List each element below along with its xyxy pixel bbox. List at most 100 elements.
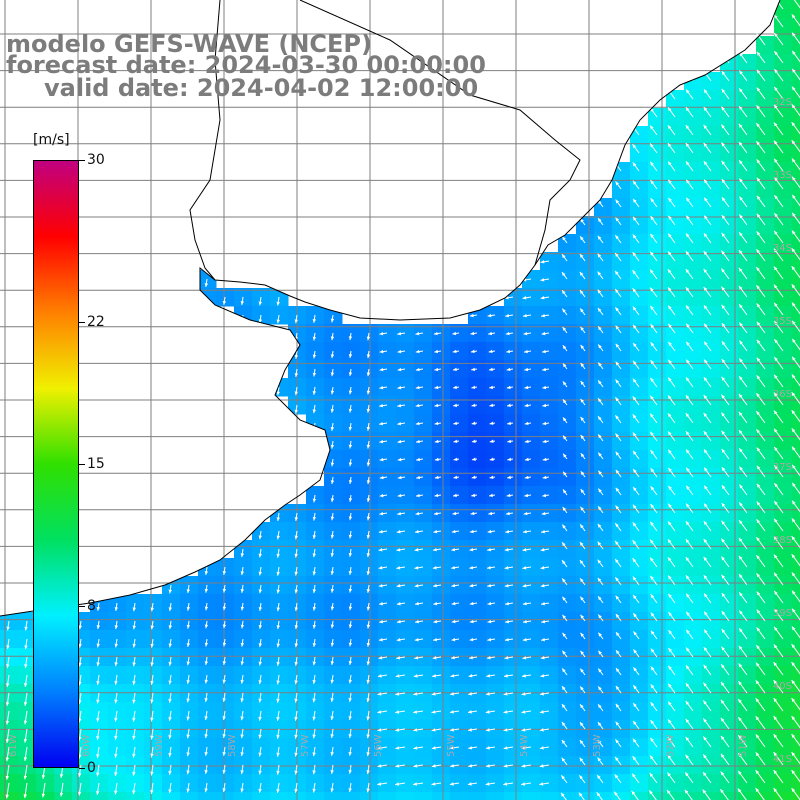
wind-vector-head xyxy=(650,648,655,653)
wind-vector-head xyxy=(114,753,118,758)
wind-speed-cell xyxy=(648,666,667,685)
wind-vector-head xyxy=(330,679,334,684)
wind-vector-head xyxy=(470,331,475,336)
wind-vector-head xyxy=(330,553,335,557)
wind-vector-head xyxy=(686,593,690,598)
wind-speed-cell xyxy=(774,738,793,757)
wind-speed-cell xyxy=(414,540,433,559)
wind-vector-head xyxy=(486,746,490,750)
wind-speed-cell xyxy=(468,486,487,505)
wind-vector-head xyxy=(523,529,527,534)
wind-speed-cell xyxy=(702,486,721,505)
wind-speed-cell xyxy=(486,504,505,523)
wind-vector-head xyxy=(23,775,28,780)
wind-vector-head xyxy=(453,475,458,480)
wind-speed-cell xyxy=(666,396,685,415)
wind-speed-cell xyxy=(720,738,739,757)
wind-vector-head xyxy=(756,519,761,524)
wind-speed-cell xyxy=(486,450,505,469)
colorbar-tick-label: 0 xyxy=(87,760,96,776)
wind-speed-cell xyxy=(576,414,595,433)
wind-speed-cell xyxy=(756,522,775,541)
wind-vector-head xyxy=(542,439,547,444)
wind-vector-head xyxy=(294,607,299,612)
wind-speed-cell xyxy=(522,612,541,631)
wind-vector-head xyxy=(615,199,620,204)
wind-speed-cell xyxy=(792,108,800,127)
wind-speed-cell xyxy=(252,792,271,800)
wind-vector-head xyxy=(791,626,796,631)
wind-vector-head xyxy=(562,632,567,637)
wind-speed-cell xyxy=(792,396,800,415)
wind-speed-cell xyxy=(450,594,469,613)
wind-vector-head xyxy=(395,674,400,678)
wind-speed-cell xyxy=(90,792,109,800)
wind-vector-head xyxy=(503,746,508,750)
wind-speed-cell xyxy=(648,504,667,523)
wind-vector-head xyxy=(721,53,726,58)
wind-vector-head xyxy=(522,656,527,660)
wind-speed-cell xyxy=(774,180,793,199)
wind-vector-head xyxy=(773,752,778,756)
wind-vector-head xyxy=(668,593,672,598)
wind-vector-head xyxy=(632,540,637,545)
wind-speed-cell xyxy=(756,774,775,793)
wind-vector-head xyxy=(685,575,690,580)
wind-vector-head xyxy=(377,746,382,750)
wind-speed-cell xyxy=(486,630,505,649)
wind-vector-head xyxy=(739,592,743,597)
wind-vector-head xyxy=(650,287,654,292)
wind-vector-head xyxy=(667,269,672,274)
wind-vector-head xyxy=(684,789,689,794)
wind-vector-head xyxy=(668,359,672,364)
wind-vector-head xyxy=(792,356,796,361)
wind-vector-head xyxy=(704,197,708,202)
wind-vector-head xyxy=(294,643,299,648)
wind-vector-head xyxy=(521,746,526,750)
wind-vector-head xyxy=(580,236,584,241)
wind-speed-cell xyxy=(702,540,721,559)
wind-vector-head xyxy=(415,349,420,354)
wind-vector-head xyxy=(615,523,619,528)
wind-vector-head xyxy=(774,501,778,505)
wind-vector-head xyxy=(348,372,353,377)
wind-vector-head xyxy=(396,548,401,552)
wind-speed-cell xyxy=(756,414,775,433)
wind-speed-cell xyxy=(774,198,793,217)
wind-vector-head xyxy=(738,141,743,146)
wind-vector-head xyxy=(96,662,100,667)
wind-vector-head xyxy=(541,349,546,354)
wind-vector-head xyxy=(114,607,119,611)
wind-vector-head xyxy=(721,485,726,490)
wind-vector-head xyxy=(330,770,334,774)
wind-vector-head xyxy=(649,772,654,777)
wind-speed-cell xyxy=(396,612,415,631)
wind-vector-head xyxy=(633,685,637,690)
wind-vector-head xyxy=(453,403,458,408)
wind-vector-head xyxy=(756,501,761,506)
wind-speed-cell xyxy=(522,504,541,523)
wind-speed-cell xyxy=(558,342,577,361)
wind-speed-cell xyxy=(612,342,631,361)
wind-speed-cell xyxy=(576,288,595,307)
wind-vector-head xyxy=(791,734,796,738)
wind-speed-cell xyxy=(432,702,451,721)
wind-vector-head xyxy=(470,511,475,516)
wind-speed-cell xyxy=(504,432,523,451)
wind-speed-cell xyxy=(792,504,800,523)
wind-vector-head xyxy=(562,578,566,583)
wind-vector-head xyxy=(791,662,796,666)
wind-speed-cell xyxy=(702,180,721,199)
wind-speed-cell xyxy=(468,504,487,523)
wind-speed-cell xyxy=(756,540,775,559)
wind-speed-cell xyxy=(792,270,800,289)
wind-vector-head xyxy=(413,710,418,714)
wind-vector-head xyxy=(395,764,400,768)
wind-vector-head xyxy=(686,611,690,616)
wind-vector-head xyxy=(686,485,690,490)
wind-vector-head xyxy=(774,213,778,218)
wind-speed-cell xyxy=(432,378,451,397)
wind-vector-head xyxy=(294,680,298,685)
wind-vector-head xyxy=(379,457,384,462)
wind-vector-head xyxy=(632,288,637,293)
